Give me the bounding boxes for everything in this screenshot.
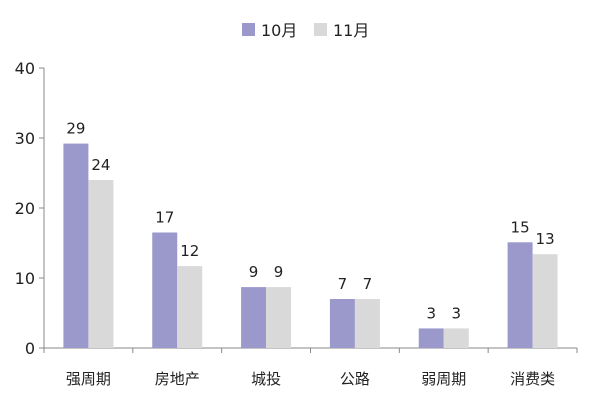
bar-nov-0: [88, 180, 114, 348]
legend-swatch: [314, 23, 327, 36]
bar-nov-4: [443, 328, 469, 348]
axes: 0 10 20 30 40 强周期 房地产 城投 公路 弱周期 消费类: [15, 59, 578, 388]
x-tick-label: 强周期: [66, 370, 111, 388]
data-label: 17: [155, 209, 174, 227]
data-label: 24: [91, 156, 110, 174]
x-tick-label: 城投: [251, 370, 281, 388]
bar-oct-2: [241, 287, 267, 348]
bars: [63, 143, 558, 348]
x-tick-label: 弱周期: [421, 370, 466, 388]
data-label: 12: [180, 242, 199, 260]
data-labels: 29 17 9 7 3 15 24 12 9 7 3 13: [66, 120, 554, 323]
data-label: 9: [249, 263, 259, 281]
data-label: 7: [363, 275, 373, 293]
bar-nov-2: [266, 287, 292, 348]
bar-oct-5: [507, 242, 533, 348]
bar-oct-1: [152, 232, 178, 348]
data-label: 7: [338, 275, 348, 293]
bar-nov-3: [354, 299, 380, 348]
bar-oct-4: [418, 328, 444, 348]
data-label: 29: [66, 120, 85, 138]
y-tick-label: 40: [15, 59, 35, 78]
y-tick-label: 20: [15, 199, 35, 218]
x-tick-label: 房地产: [155, 370, 200, 388]
data-label: 9: [274, 263, 284, 281]
legend-label: 10月: [261, 21, 297, 40]
legend-swatch: [242, 23, 255, 36]
data-label: 13: [536, 230, 555, 248]
bar-nov-5: [532, 254, 558, 348]
data-label: 15: [511, 218, 530, 236]
bar-oct-3: [329, 299, 355, 348]
legend-label: 11月: [333, 21, 369, 40]
x-tick-label: 消费类: [510, 370, 555, 388]
data-label: 3: [426, 304, 436, 322]
y-tick-label: 10: [15, 269, 35, 288]
bar-oct-0: [63, 143, 89, 348]
data-label: 3: [451, 304, 461, 322]
x-tick-label: 公路: [340, 370, 370, 388]
legend: 10月 11月: [242, 21, 369, 40]
y-tick-label: 0: [25, 339, 35, 358]
bar-nov-1: [177, 266, 203, 348]
y-tick-label: 30: [15, 129, 35, 148]
